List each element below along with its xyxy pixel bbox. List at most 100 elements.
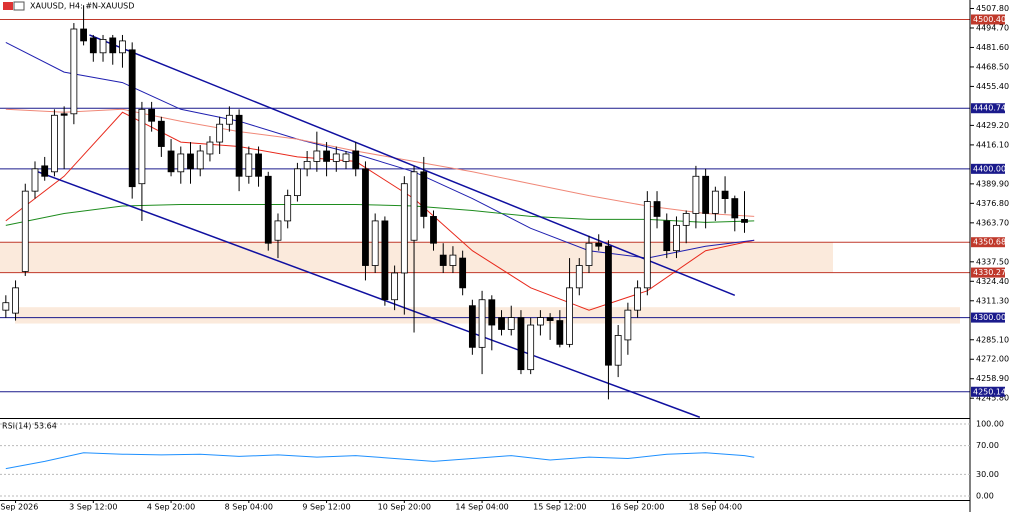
candle-body	[410, 171, 418, 241]
candle-body	[216, 123, 224, 143]
candle-body	[721, 190, 729, 199]
candle-body	[196, 150, 204, 170]
rsi-line	[5, 452, 755, 470]
x-tick-label: 18 Sep 04:00	[689, 503, 742, 512]
candle-body	[517, 317, 525, 371]
candle-body	[653, 201, 661, 217]
candle-body	[99, 39, 107, 54]
candle-body	[128, 49, 136, 188]
zone	[0, 242, 833, 273]
candle-body	[663, 220, 671, 252]
moving-average	[5, 204, 755, 226]
y-tick-label: 4311.30	[976, 296, 1009, 305]
candle-body	[323, 150, 330, 162]
candle-body	[459, 257, 467, 289]
candle-body	[673, 224, 680, 252]
candle-body	[741, 219, 748, 223]
candle-body	[60, 113, 68, 116]
y-tick-label: 4429.20	[976, 121, 1009, 130]
x-tick-label: 10 Sep 20:00	[378, 503, 431, 512]
x-tick-label: 16 Sep 20:00	[611, 503, 664, 512]
y-tick-label: 4245.80	[976, 394, 1009, 403]
candle-body	[119, 40, 126, 54]
candle-body	[264, 175, 272, 244]
candle-body	[225, 114, 233, 125]
candle-body	[109, 37, 117, 54]
candle-body	[31, 168, 39, 192]
rsi-tick-label: 0.00	[976, 491, 994, 500]
candle-body	[294, 168, 301, 197]
candle-body	[488, 299, 496, 326]
candle-body	[400, 183, 408, 274]
candle-body	[167, 150, 175, 173]
y-tick-label: 4285.10	[976, 335, 1009, 344]
x-tick-label: 8 Sep 04:00	[225, 503, 273, 512]
candle-body	[362, 168, 369, 266]
candle-body	[381, 220, 389, 301]
candle-body	[566, 287, 573, 345]
candle-body	[391, 272, 399, 301]
level-label: 4330.27	[973, 268, 1006, 277]
candle-body	[332, 153, 340, 162]
y-tick-label: 4507.80	[976, 4, 1009, 13]
y-tick-label: 4416.10	[976, 140, 1009, 149]
y-tick-label: 4455.40	[976, 82, 1009, 91]
plot-area	[0, 5, 970, 418]
zone	[15, 307, 960, 324]
candle-body	[430, 216, 437, 244]
level-label: 4300.00	[973, 313, 1006, 322]
level-label-box	[971, 237, 1005, 248]
rsi-title: RSI(14) 53.64	[2, 422, 57, 431]
y-tick-label: 4376.80	[976, 199, 1009, 208]
candle-body	[342, 153, 350, 162]
level-label: 4250.14	[973, 387, 1006, 396]
y-tick-label: 4363.70	[976, 218, 1009, 227]
candle-body	[527, 324, 535, 371]
candle-body	[605, 245, 612, 366]
y-tick-label: 4494.70	[976, 23, 1009, 32]
rsi-tick-label: 30.00	[976, 470, 999, 479]
candle-body	[187, 153, 194, 170]
y-tick-label: 4258.90	[976, 374, 1009, 383]
candle-body	[537, 317, 544, 326]
candle-body	[556, 320, 564, 345]
candle-body	[711, 190, 719, 214]
level-label: 4350.68	[973, 238, 1006, 247]
candle-body	[21, 190, 29, 272]
candle-body	[255, 153, 262, 177]
candle-body	[546, 317, 554, 321]
chart-title: XAUUSD, H4: #N-XAUUSD	[30, 2, 134, 11]
y-tick-label: 4324.40	[976, 277, 1009, 286]
candle-body	[138, 108, 146, 185]
x-tick-label: 4 Sep 20:00	[147, 503, 195, 512]
x-tick-label: 15 Sep 12:00	[533, 503, 586, 512]
candle-body	[624, 309, 632, 341]
candle-body	[2, 302, 10, 311]
candle-body	[12, 287, 19, 314]
level-label: 4400.00	[973, 164, 1006, 173]
candle-body	[585, 242, 593, 266]
candle-body	[643, 201, 651, 289]
candle-body	[614, 335, 622, 366]
level-label: 4500.40	[973, 15, 1006, 24]
candle-body	[80, 28, 87, 42]
level-label-box	[971, 312, 1005, 323]
y-tick-label: 4337.50	[976, 257, 1009, 266]
candle-body	[51, 114, 58, 173]
trendline	[89, 34, 736, 296]
candle-body	[352, 150, 360, 170]
candle-body	[177, 153, 185, 173]
candle-body	[313, 150, 321, 162]
level-label-box	[971, 386, 1005, 397]
x-tick-label: 9 Sep 12:00	[302, 503, 350, 512]
candle-body	[692, 175, 700, 214]
candle-body	[148, 108, 156, 122]
candle-body	[682, 213, 690, 226]
candle-body	[235, 114, 243, 177]
candle-body	[70, 28, 78, 115]
candle-body	[89, 37, 97, 54]
rsi-tick-label: 100.00	[976, 419, 1004, 428]
candle-body	[284, 195, 292, 222]
rsi-tick-label: 70.00	[976, 441, 999, 450]
